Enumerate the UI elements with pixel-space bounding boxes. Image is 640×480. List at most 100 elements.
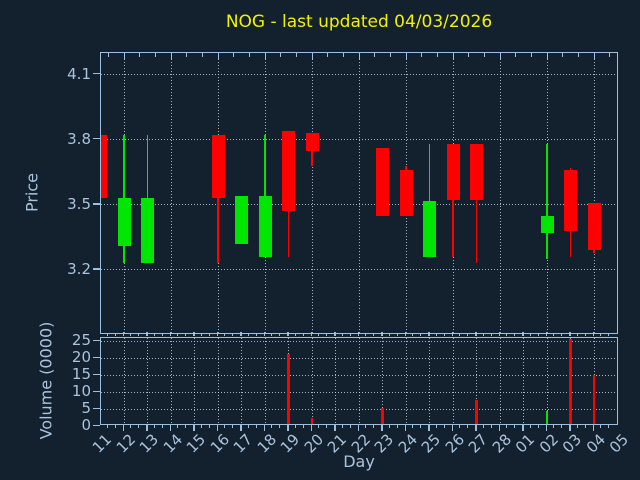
x-tick-minor	[600, 425, 602, 428]
x-tick-minor	[200, 334, 202, 336]
price-panel	[100, 52, 618, 334]
x-tick-minor	[435, 334, 437, 336]
x-axis-label: Day	[343, 452, 375, 471]
x-tick-minor	[529, 425, 531, 428]
x-tick-major	[522, 425, 524, 431]
x-tick-minor	[271, 334, 273, 336]
x-tick-minor	[561, 334, 563, 336]
x-tick-minor	[576, 425, 578, 428]
x-tick-major	[358, 53, 360, 60]
candle-body	[564, 170, 577, 231]
volume-gridline	[241, 338, 242, 424]
x-tick-minor	[435, 425, 437, 428]
candle-wick	[546, 144, 548, 260]
x-tick-minor	[561, 425, 563, 428]
x-tick-minor	[318, 334, 320, 336]
volume-tick	[93, 373, 100, 375]
volume-tick	[93, 390, 100, 392]
x-tick-minor	[482, 334, 484, 336]
candle-body	[282, 131, 295, 212]
x-tick-minor	[247, 334, 249, 336]
x-tick-minor	[388, 425, 390, 428]
x-tick-minor	[577, 53, 579, 57]
volume-gridline	[358, 338, 360, 424]
volume-tick	[93, 356, 100, 358]
volume-gridline	[194, 338, 195, 424]
x-tick-major	[475, 425, 477, 431]
volume-gridline	[123, 338, 125, 424]
volume-tick	[93, 339, 100, 342]
volume-gridline	[264, 338, 266, 424]
x-tick-minor	[365, 425, 367, 428]
x-tick-minor	[490, 334, 492, 336]
volume-tick	[93, 424, 100, 426]
volume-bar	[122, 423, 126, 424]
x-tick-minor	[208, 425, 210, 428]
x-tick-minor	[412, 425, 414, 428]
x-tick-major	[311, 53, 313, 60]
x-tick-minor	[468, 53, 470, 57]
volume-tick-label: 25	[71, 331, 91, 350]
price-axis-label: Price	[22, 172, 42, 213]
volume-gridline	[335, 338, 336, 424]
x-tick-minor	[530, 53, 532, 57]
x-tick-minor	[153, 334, 155, 336]
x-tick-major	[217, 53, 219, 60]
volume-tick-label: 20	[71, 348, 91, 367]
x-tick-minor	[294, 334, 296, 336]
x-tick-minor	[467, 425, 469, 428]
x-tick-minor	[154, 53, 156, 57]
x-tick-minor	[326, 425, 328, 428]
x-tick-minor	[515, 53, 517, 57]
x-tick-minor	[506, 334, 508, 336]
x-tick-minor	[396, 425, 398, 428]
x-tick-major	[146, 425, 148, 431]
x-tick-major	[357, 332, 359, 336]
candle-body	[305, 133, 319, 151]
x-tick-minor	[514, 425, 516, 428]
x-tick-minor	[537, 425, 539, 428]
x-tick-minor	[608, 334, 610, 336]
x-tick-major	[404, 332, 406, 336]
x-tick-minor	[562, 53, 564, 57]
x-tick-minor	[349, 425, 351, 428]
volume-gridline	[101, 391, 617, 393]
x-tick-minor	[161, 425, 163, 428]
price-tick-label: 3.2	[67, 259, 91, 278]
x-tick-major	[451, 425, 453, 431]
candle-wick	[475, 144, 478, 264]
x-tick-minor	[177, 425, 179, 428]
volume-tick-label: 10	[71, 382, 91, 401]
x-tick-major	[216, 332, 218, 336]
x-tick-major	[592, 425, 594, 431]
volume-gridline	[429, 338, 430, 424]
x-tick-minor	[490, 425, 492, 428]
chart-title: NOG - last updated 04/03/2026	[225, 12, 493, 32]
x-tick-minor	[271, 425, 273, 428]
x-tick-minor	[224, 334, 226, 336]
candle-body	[141, 198, 154, 264]
volume-bar	[381, 408, 384, 424]
x-tick-minor	[233, 53, 235, 57]
x-tick-major	[498, 332, 500, 336]
price-gridline	[101, 139, 617, 141]
x-tick-major	[310, 425, 312, 431]
x-tick-major	[240, 332, 242, 336]
price-gridline	[311, 53, 313, 333]
candle-body	[399, 170, 413, 216]
x-tick-minor	[201, 53, 203, 57]
x-tick-minor	[420, 334, 422, 336]
x-tick-major	[428, 425, 430, 431]
volume-gridline	[405, 338, 407, 424]
candle-wick	[428, 144, 431, 257]
volume-tick-label: 15	[71, 365, 91, 384]
volume-gridline	[170, 338, 172, 424]
x-tick-minor	[294, 425, 296, 428]
x-tick-major	[475, 332, 477, 336]
x-tick-minor	[106, 334, 108, 336]
x-tick-major	[287, 332, 289, 336]
x-tick-major	[405, 53, 407, 60]
x-tick-minor	[396, 334, 398, 336]
candle-body	[540, 215, 554, 234]
